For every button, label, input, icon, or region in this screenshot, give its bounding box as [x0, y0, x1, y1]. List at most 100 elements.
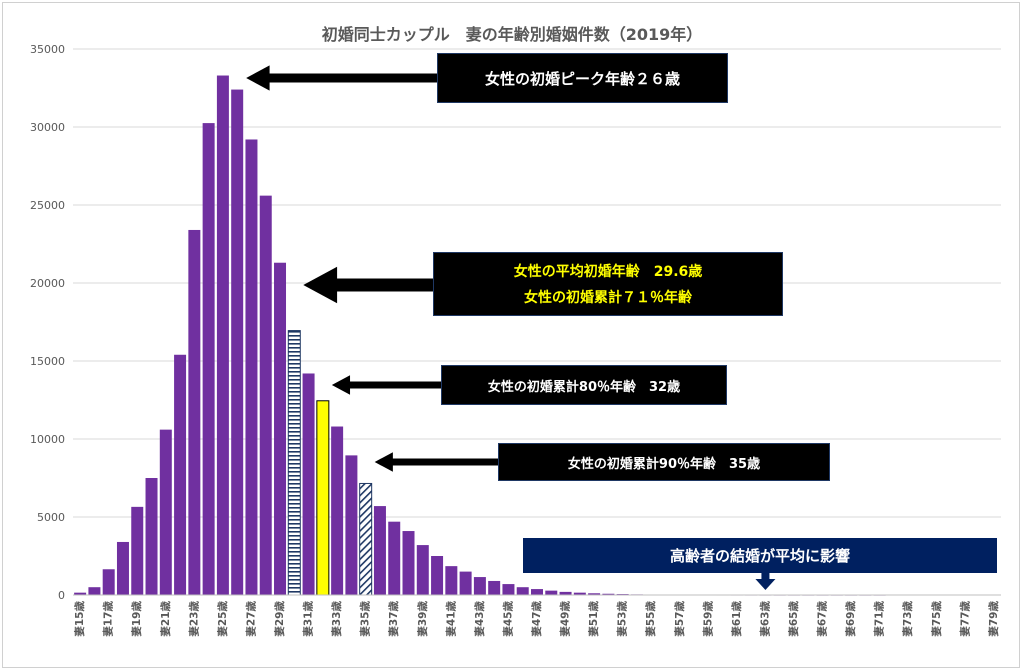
down-arrow-head — [755, 579, 776, 590]
x-tick-label: 妻61歳 — [730, 601, 743, 637]
arrow-head — [374, 452, 393, 472]
x-tick-label: 妻59歳 — [701, 601, 714, 637]
x-tick-label: 妻37歳 — [387, 601, 400, 637]
bar — [445, 566, 458, 595]
bar — [259, 195, 272, 595]
down-arrow-shaft — [761, 573, 770, 581]
bar — [459, 571, 472, 595]
arrow-shaft — [335, 278, 433, 292]
bar — [573, 592, 586, 595]
y-tick-label: 35000 — [30, 43, 65, 56]
x-tick-label: 妻47歳 — [530, 601, 543, 637]
bar — [74, 592, 87, 595]
bar — [488, 580, 501, 595]
annotation-elderly-effect-text: 高齢者の結婚が平均に影響 — [669, 547, 850, 565]
x-tick-label: 妻17歳 — [102, 601, 115, 637]
arrow-shaft — [390, 458, 498, 466]
x-tick-label: 妻51歳 — [587, 601, 600, 637]
x-tick-label: 妻23歳 — [187, 601, 200, 637]
bar — [359, 482, 373, 596]
y-tick-label: 20000 — [30, 277, 65, 290]
annotation-arrows — [246, 65, 776, 590]
bar — [431, 556, 444, 595]
bar — [231, 89, 244, 595]
bar — [131, 506, 144, 595]
x-tick-label: 妻21歳 — [159, 601, 172, 637]
bar — [602, 593, 615, 595]
bar — [202, 123, 215, 595]
bar — [531, 589, 543, 595]
annotation-80-percent: 女性の初婚累計80％年齢 32歳 — [441, 365, 727, 405]
y-tick-label: 0 — [58, 589, 65, 602]
x-tick-label: 妻43歳 — [473, 601, 486, 637]
annotation-elderly-effect: 高齢者の結婚が平均に影響 — [523, 538, 997, 573]
x-tick-label: 妻65歳 — [787, 601, 800, 637]
bar — [116, 541, 129, 595]
bar — [545, 590, 558, 595]
bar — [516, 587, 529, 595]
x-tick-label: 妻73歳 — [901, 601, 914, 637]
arrow-head — [303, 266, 338, 304]
bar — [402, 531, 415, 595]
arrow-head — [246, 65, 270, 91]
chart-title: 初婚同士カップル 妻の年齢別婚姻件数（2019年） — [322, 25, 703, 44]
x-tick-label: 妻49歳 — [559, 601, 572, 637]
y-tick-label: 5000 — [37, 511, 65, 524]
arrow-shaft — [267, 73, 437, 83]
annotation-peak-age-text: 女性の初婚ピーク年齢２６歳 — [484, 69, 680, 88]
annotation-average-age-line1: 女性の平均初婚年齢 29.6歳 — [513, 264, 703, 280]
bar — [473, 577, 486, 595]
x-tick-label: 妻45歳 — [501, 601, 514, 637]
x-tick-label: 妻25歳 — [216, 601, 229, 637]
y-tick-label: 30000 — [30, 121, 65, 134]
annotation-90-percent: 女性の初婚累計90％年齢 35歳 — [498, 443, 830, 481]
x-tick-label: 妻53歳 — [616, 601, 629, 637]
bar — [245, 139, 258, 596]
bar-series — [74, 75, 886, 596]
bar — [388, 521, 401, 595]
x-axis: 妻15歳 妻17歳 妻19歳 妻21歳 妻23歳 妻25歳 妻27歳 妻29歳 妻31歳 妻33歳… — [73, 594, 1001, 637]
bar — [188, 229, 201, 595]
bar — [88, 587, 101, 595]
x-tick-label: 妻33歳 — [330, 601, 343, 637]
bar — [274, 262, 287, 595]
bar — [216, 75, 229, 595]
y-tick-label: 10000 — [30, 433, 65, 446]
annotation-average-age: 女性の平均初婚年齢 29.6歳 女性の初婚累計７１％年齢 — [433, 252, 783, 316]
chart-canvas: 初婚同士カップル 妻の年齢別婚姻件数（2019年） 0 5000 10000 1500… — [30, 25, 1001, 637]
annotation-average-age-line2: 女性の初婚累計７１％年齢 — [524, 290, 692, 306]
y-tick-label: 25000 — [30, 199, 65, 212]
bar — [174, 354, 187, 595]
y-tick-label: 15000 — [30, 355, 65, 368]
bar — [316, 400, 330, 596]
bar — [588, 593, 601, 595]
bar — [145, 478, 158, 595]
annotation-80-percent-text: 女性の初婚累計80％年齢 32歳 — [487, 379, 681, 395]
bar — [102, 569, 115, 595]
x-tick-label: 妻39歳 — [416, 601, 429, 637]
x-tick-label: 妻79歳 — [987, 601, 1000, 637]
x-tick-label: 妻57歳 — [673, 601, 686, 637]
x-tick-label: 妻71歳 — [873, 601, 886, 637]
x-tick-label: 妻31歳 — [302, 601, 315, 637]
x-tick-label: 妻69歳 — [844, 601, 857, 637]
bar — [331, 426, 344, 595]
x-tick-label: 妻63歳 — [758, 601, 771, 637]
y-axis: 0 5000 10000 15000 20000 25000 30000 35000 — [30, 43, 65, 602]
x-tick-label: 妻15歳 — [73, 601, 86, 637]
x-tick-label: 妻35歳 — [359, 601, 372, 637]
bar — [287, 330, 301, 596]
x-tick-label: 妻55歳 — [644, 601, 657, 637]
x-tick-label: 妻27歳 — [244, 601, 257, 637]
bar — [559, 591, 572, 595]
x-tick-label: 妻67歳 — [816, 601, 829, 637]
x-tick-label: 妻29歳 — [273, 601, 286, 637]
annotation-90-percent-text: 女性の初婚累計90％年齢 35歳 — [567, 456, 761, 472]
x-tick-label: 妻19歳 — [130, 601, 143, 637]
arrow-head — [331, 375, 351, 395]
bar — [502, 584, 515, 595]
bar — [302, 373, 315, 595]
bar — [159, 429, 172, 595]
bar — [416, 545, 429, 595]
